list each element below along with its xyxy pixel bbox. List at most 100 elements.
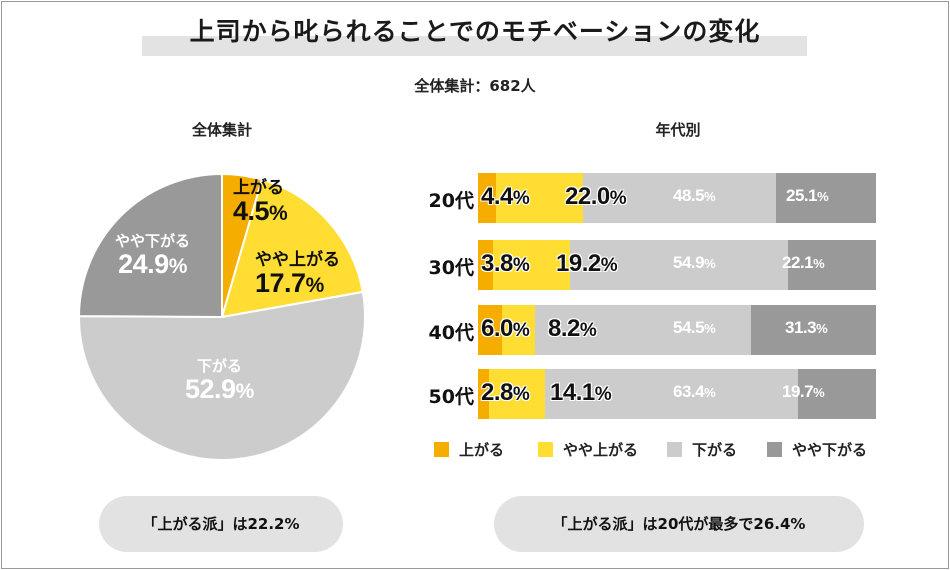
pie-label-down: 下がる 52.9% — [185, 359, 254, 403]
bar-value-unit: % — [704, 256, 716, 271]
bar-value-label-slightly-up: 14.1% — [550, 379, 612, 407]
bar-segment-slightly-up — [501, 305, 535, 355]
bar-segment-down — [545, 369, 798, 419]
bar-value-unit: % — [813, 256, 825, 271]
pie-label-slightly-up-name: やや上がる — [255, 250, 340, 269]
legend-swatch-slightly-down — [767, 442, 782, 457]
callout-overall: 「上がる派」は22.2% — [99, 496, 343, 552]
bar-value-number: 3.8 — [481, 250, 513, 277]
legend-label-slightly-up: やや上がる — [563, 441, 639, 459]
bar-value-label-up: 3.8% — [481, 250, 530, 278]
bar-value-unit: % — [512, 384, 530, 405]
bar-value-number: 6.0 — [481, 315, 513, 342]
bar-value-number: 2.8 — [481, 379, 513, 406]
bar-value-number: 22.0 — [565, 183, 610, 210]
pie-label-up-name: 上がる — [233, 178, 284, 197]
pie-label-slightly-down-value: 24.9 — [118, 248, 169, 279]
bar-category-label: 40代 — [428, 322, 474, 344]
bar-segment-slightly-up — [495, 173, 584, 223]
bar-segment-down — [569, 240, 789, 290]
bar-segment-slightly-down — [797, 369, 876, 419]
legend-swatch-down — [667, 442, 682, 457]
pie-label-down-value: 52.9 — [185, 373, 236, 404]
bar-category-label: 30代 — [428, 257, 474, 279]
bar-segment-slightly-down — [751, 305, 876, 355]
bar-value-label-slightly-down: 22.1% — [782, 253, 825, 273]
pie-slice-slightly-up — [220, 178, 364, 319]
bar-value-unit: % — [609, 188, 627, 209]
pie-label-slightly-up-unit: % — [305, 273, 325, 297]
bar-value-unit: % — [594, 384, 612, 405]
callout-by-age: 「上がる派」は20代が最多で26.4% — [494, 496, 864, 552]
bar-value-number: 31.3 — [785, 318, 817, 337]
bar-value-unit: % — [600, 255, 618, 276]
page-title: 上司から叱られることでのモチベーションの変化 — [189, 17, 761, 46]
bar-value-label-up: 6.0% — [481, 315, 530, 343]
bar-segment-up — [478, 240, 494, 290]
legend-label-down: 下がる — [692, 441, 738, 459]
bar-value-label-up: 2.8% — [481, 379, 530, 407]
legend-swatch-slightly-up — [538, 442, 553, 457]
bar-segment-down — [583, 173, 777, 223]
bar-value-number: 48.5 — [673, 186, 705, 205]
bar-segment-slightly-down — [776, 173, 876, 223]
pie-label-slightly-down-name: やや下がる — [115, 233, 191, 250]
bar-value-unit: % — [704, 385, 716, 400]
bar-value-number: 54.5 — [673, 318, 705, 337]
bar-value-unit: % — [813, 385, 825, 400]
bar-value-label-down: 48.5% — [673, 186, 716, 206]
bar-legend: 上がる やや上がる 下がる やや下がる — [2, 439, 948, 459]
pie-label-up-unit: % — [269, 201, 288, 225]
bar-value-label-down: 54.5% — [673, 318, 716, 338]
bar-segment-slightly-up — [489, 369, 546, 419]
bar-segment-slightly-up — [493, 240, 570, 290]
bar-segment-up — [478, 369, 490, 419]
pie-slice-slightly-down — [77, 172, 223, 319]
legend-swatch-up — [434, 442, 449, 457]
bar-value-unit: % — [512, 255, 530, 276]
bar-value-label-slightly-up: 22.0% — [565, 183, 627, 211]
pie-label-slightly-down-unit: % — [168, 254, 188, 278]
bar-segment-up — [478, 173, 496, 223]
bar-value-label-slightly-down: 19.7% — [782, 382, 825, 402]
bar-value-label-up: 4.4% — [481, 183, 530, 211]
bar-value-unit: % — [816, 321, 828, 336]
bar-value-number: 14.1 — [550, 379, 595, 406]
pie-label-slightly-up-value: 17.7 — [255, 267, 306, 298]
pie-label-slightly-down: やや下がる 24.9% — [115, 234, 190, 278]
title-highlight-band — [142, 36, 807, 56]
bar-value-unit: % — [704, 321, 716, 336]
bar-chart-title: 年代別 — [655, 121, 701, 139]
bar-value-unit: % — [817, 189, 829, 204]
bar-value-label-slightly-down: 25.1% — [786, 186, 829, 206]
bar-value-number: 22.1 — [782, 253, 814, 272]
bar-value-number: 4.4 — [481, 183, 513, 210]
bar-value-unit: % — [704, 189, 716, 204]
pie-slice-down — [77, 290, 366, 461]
bar-segment-up — [478, 305, 502, 355]
total-sample-label: 全体集計：682人 — [414, 77, 536, 95]
callout-overall-text: 「上がる派」は22.2% — [142, 515, 300, 533]
pie-label-up: 上がる 4.5% — [233, 178, 288, 226]
bar-value-label-down: 63.4% — [673, 382, 716, 402]
callout-by-age-text: 「上がる派」は20代が最多で26.4% — [552, 515, 806, 533]
bar-value-number: 63.4 — [673, 382, 705, 401]
legend-label-slightly-down: やや下がる — [792, 441, 868, 459]
bar-value-label-slightly-down: 31.3% — [785, 318, 828, 338]
bar-value-unit: % — [579, 320, 597, 341]
bar-segment-down — [534, 305, 752, 355]
bar-value-unit: % — [512, 188, 530, 209]
legend-label-up: 上がる — [459, 441, 505, 459]
pie-label-up-value: 4.5 — [233, 195, 270, 226]
bar-value-number: 19.2 — [556, 250, 601, 277]
bar-value-number: 8.2 — [548, 315, 580, 342]
pie-chart-title: 全体集計 — [191, 121, 252, 139]
pie-label-down-name: 下がる — [196, 358, 242, 375]
bar-value-label-slightly-up: 8.2% — [548, 315, 597, 343]
bar-segment-slightly-down — [788, 240, 876, 290]
bar-category-label: 20代 — [428, 190, 474, 212]
bar-value-number: 54.9 — [673, 253, 705, 272]
bar-value-label-down: 54.9% — [673, 253, 716, 273]
